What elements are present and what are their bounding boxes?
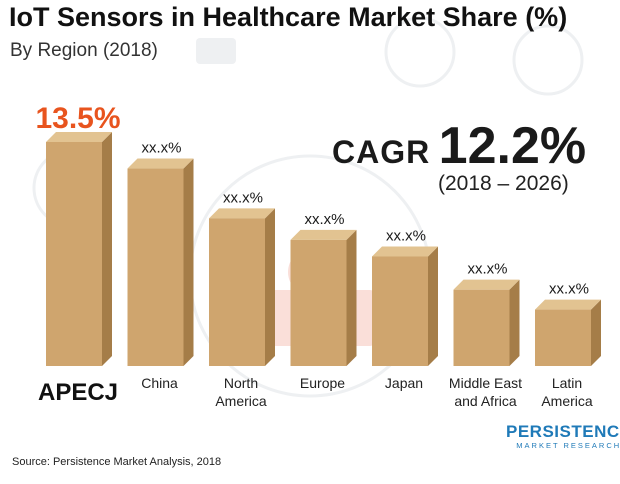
category-label: Europe: [300, 375, 345, 391]
bar-side: [183, 158, 194, 366]
lightbulb-icon: [384, 16, 456, 88]
bar-data-label: xx.x%: [223, 189, 263, 206]
company-logo: PERSISTENCE MARKET RESEARCH: [506, 422, 620, 450]
category-label: North America: [215, 375, 267, 409]
cagr-value: 12.2%: [438, 117, 587, 175]
bar-front: [46, 142, 102, 366]
medical-kit-icon: [196, 38, 236, 64]
bar-top: [372, 246, 438, 257]
bar: [453, 279, 520, 366]
bar-front: [290, 239, 347, 366]
category-label: Japan: [385, 375, 423, 391]
category-label: China: [141, 375, 178, 391]
bar-top: [453, 279, 520, 290]
bar-front: [209, 218, 265, 366]
bar-front: [535, 309, 591, 366]
bar: [209, 208, 275, 366]
chart-subtitle: By Region (2018): [10, 40, 158, 61]
stethoscope-icon: [512, 24, 584, 96]
bar: [290, 229, 357, 366]
bar-side: [102, 132, 112, 366]
bar-data-label: xx.x%: [386, 227, 426, 244]
bar-data-label: 13.5%: [35, 102, 120, 135]
chart-title: IoT Sensors in Healthcare Market Share (…: [9, 2, 568, 32]
bar-side: [346, 229, 357, 366]
bar-top: [127, 158, 194, 169]
bar-data-label: xx.x%: [467, 261, 507, 278]
category-label: APECJ: [38, 379, 118, 406]
logo-subtitle: MARKET RESEARCH: [516, 441, 620, 450]
category-label: Latin America: [541, 375, 593, 409]
bar: [127, 158, 194, 366]
bar-front: [453, 289, 510, 366]
bar-side: [265, 208, 275, 366]
bar-data-label: xx.x%: [141, 140, 181, 157]
bar-top: [46, 132, 112, 142]
bar-top: [209, 208, 275, 219]
bar-top: [290, 229, 357, 240]
bar-data-label: xx.x%: [549, 281, 589, 298]
bar-data-label: xx.x%: [304, 211, 344, 228]
cagr-label: CAGR: [332, 134, 431, 170]
bar-front: [372, 256, 428, 366]
bar: [46, 132, 112, 366]
bar-front: [127, 168, 184, 366]
category-label: Middle East and Africa: [449, 375, 522, 409]
bar: [372, 246, 438, 366]
bar: [535, 299, 601, 366]
bar-top: [535, 299, 601, 310]
cagr-period: (2018 – 2026): [438, 172, 569, 195]
bar-side: [591, 299, 601, 366]
bar-side: [509, 279, 520, 366]
bar-side: [428, 246, 438, 366]
logo-name: PERSISTENCE: [506, 422, 620, 441]
cagr-callout: CAGR 12.2%: [332, 116, 586, 176]
source-note: Source: Persistence Market Analysis, 201…: [12, 456, 222, 468]
